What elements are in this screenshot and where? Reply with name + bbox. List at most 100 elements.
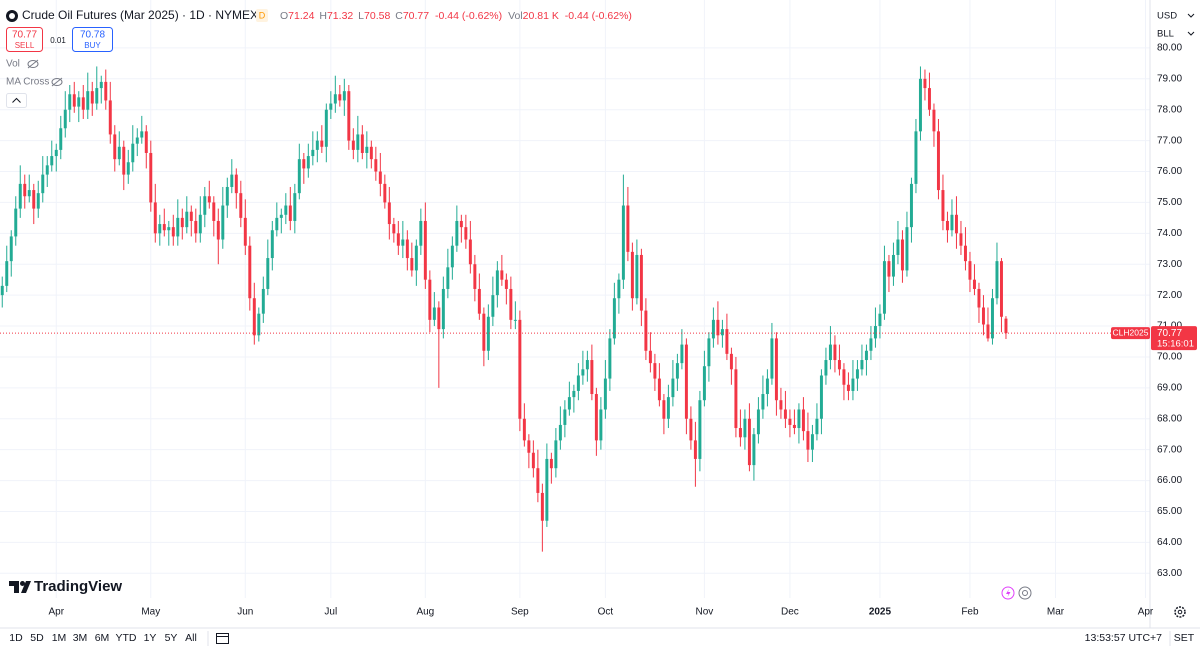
symbol-tag: CLH2025	[1113, 327, 1149, 337]
candle-body	[90, 91, 94, 104]
chevron	[1187, 13, 1195, 18]
currency-dropdown[interactable]: USD	[1151, 6, 1199, 24]
clock[interactable]: 13:53:57 UTC+7	[1085, 632, 1163, 644]
candle-body	[450, 245, 454, 268]
y-tick-label: 69.00	[1157, 382, 1182, 393]
candle-body	[477, 288, 481, 314]
range-button[interactable]: 5Y	[165, 632, 178, 644]
unit-dropdown[interactable]: BLL	[1151, 25, 1199, 43]
currency-bg[interactable]	[1151, 6, 1199, 24]
candle-body	[491, 295, 495, 317]
candle-body	[959, 233, 963, 246]
unit[interactable]: BLL	[1157, 29, 1174, 40]
candle-body	[122, 146, 126, 175]
replay-icon[interactable]	[1018, 586, 1032, 600]
close-value: 70.77	[403, 10, 429, 22]
candle-body	[972, 279, 976, 289]
candle-body	[734, 369, 738, 429]
currency[interactable]: USD	[1157, 11, 1177, 22]
candle-body	[441, 288, 445, 330]
x-tick-label: Sep	[511, 607, 529, 618]
candle-body	[689, 418, 693, 441]
range-button[interactable]: 6M	[95, 632, 110, 644]
candle-body	[162, 224, 166, 231]
candle-body	[900, 239, 904, 271]
alert-icon[interactable]	[1001, 586, 1015, 600]
candle-body	[212, 202, 216, 221]
candle-body	[599, 409, 603, 441]
candle-body	[752, 434, 756, 466]
indicator-label[interactable]: Vol	[6, 59, 20, 70]
last-price-tag-bg	[1151, 326, 1197, 351]
buy-price[interactable]: 70.78	[80, 30, 105, 41]
candle-body	[801, 409, 805, 432]
candle-body	[549, 458, 553, 469]
session-badge: D	[259, 10, 266, 20]
y-tick-label: 73.00	[1157, 259, 1182, 270]
range-button[interactable]: All	[185, 632, 197, 644]
candle-body	[815, 418, 819, 435]
range-button[interactable]: 1M	[52, 632, 67, 644]
sell-price[interactable]: 70.77	[12, 30, 37, 41]
range-button[interactable]: YTD	[116, 632, 137, 644]
candle-body	[428, 279, 432, 320]
candle-body	[131, 143, 135, 163]
buy-label[interactable]: BUY	[84, 41, 101, 50]
sell-box[interactable]	[6, 27, 43, 52]
candle-body	[351, 140, 355, 150]
candle-body	[135, 137, 139, 144]
range-button[interactable]: 3M	[73, 632, 88, 644]
chart-title: Crude Oil Futures (Mar 2025) · 1D · NYME…	[22, 8, 258, 22]
indicator-label[interactable]: MA Cross	[6, 77, 49, 88]
candle-body	[419, 220, 423, 246]
y-tick-label: 77.00	[1157, 135, 1182, 146]
y-tick-label: 66.00	[1157, 475, 1182, 486]
x-tick-label: Dec	[781, 607, 799, 618]
candle-body	[455, 220, 459, 246]
candle-body	[711, 319, 715, 339]
date-range-icon[interactable]	[216, 633, 229, 644]
range-button[interactable]: 5D	[30, 632, 44, 644]
brand-name: TradingView	[34, 578, 122, 595]
candle-body	[81, 97, 85, 110]
candle-body	[486, 316, 490, 351]
candle-body	[50, 156, 54, 166]
candle-body	[59, 128, 63, 150]
sell-label[interactable]: SELL	[15, 41, 35, 50]
candles	[0, 66, 1150, 552]
x-tick-label: Jun	[237, 607, 253, 618]
candle-body	[621, 205, 625, 280]
settings-icon[interactable]	[1174, 606, 1186, 618]
visibility-icon[interactable]	[51, 77, 63, 87]
brand-logo	[9, 581, 31, 593]
candle-body	[630, 251, 634, 299]
candle-body	[567, 397, 571, 410]
y-tick-label: 76.00	[1157, 166, 1182, 177]
candle-body	[842, 369, 846, 385]
collapse-button[interactable]	[6, 93, 27, 108]
y-tick-label: 78.00	[1157, 104, 1182, 115]
candle-body	[68, 94, 72, 110]
range-button[interactable]: 1D	[9, 632, 23, 644]
range-button[interactable]: 1Y	[144, 632, 157, 644]
candle-body	[140, 131, 144, 138]
candle-body	[23, 183, 27, 197]
session[interactable]: SET	[1174, 632, 1195, 644]
candle-body	[18, 183, 22, 209]
candle-body	[918, 78, 922, 132]
sell-button[interactable]: 70.77 SELL	[6, 27, 43, 52]
candle-body	[279, 214, 283, 218]
candle-body	[639, 254, 643, 311]
candle-body	[824, 360, 828, 376]
visibility-icon[interactable]	[27, 59, 39, 69]
spread: 0.01	[50, 36, 66, 45]
candle-body	[216, 220, 220, 240]
buy-box[interactable]	[72, 27, 113, 52]
buy-button[interactable]: 70.78 BUY	[72, 27, 113, 52]
high-value: 71.32	[327, 10, 353, 22]
candle-body	[770, 338, 774, 379]
unit-bg[interactable]	[1151, 25, 1199, 43]
candle-body	[594, 394, 598, 441]
candle-body	[725, 329, 729, 354]
volume-label: Vol	[508, 10, 523, 22]
